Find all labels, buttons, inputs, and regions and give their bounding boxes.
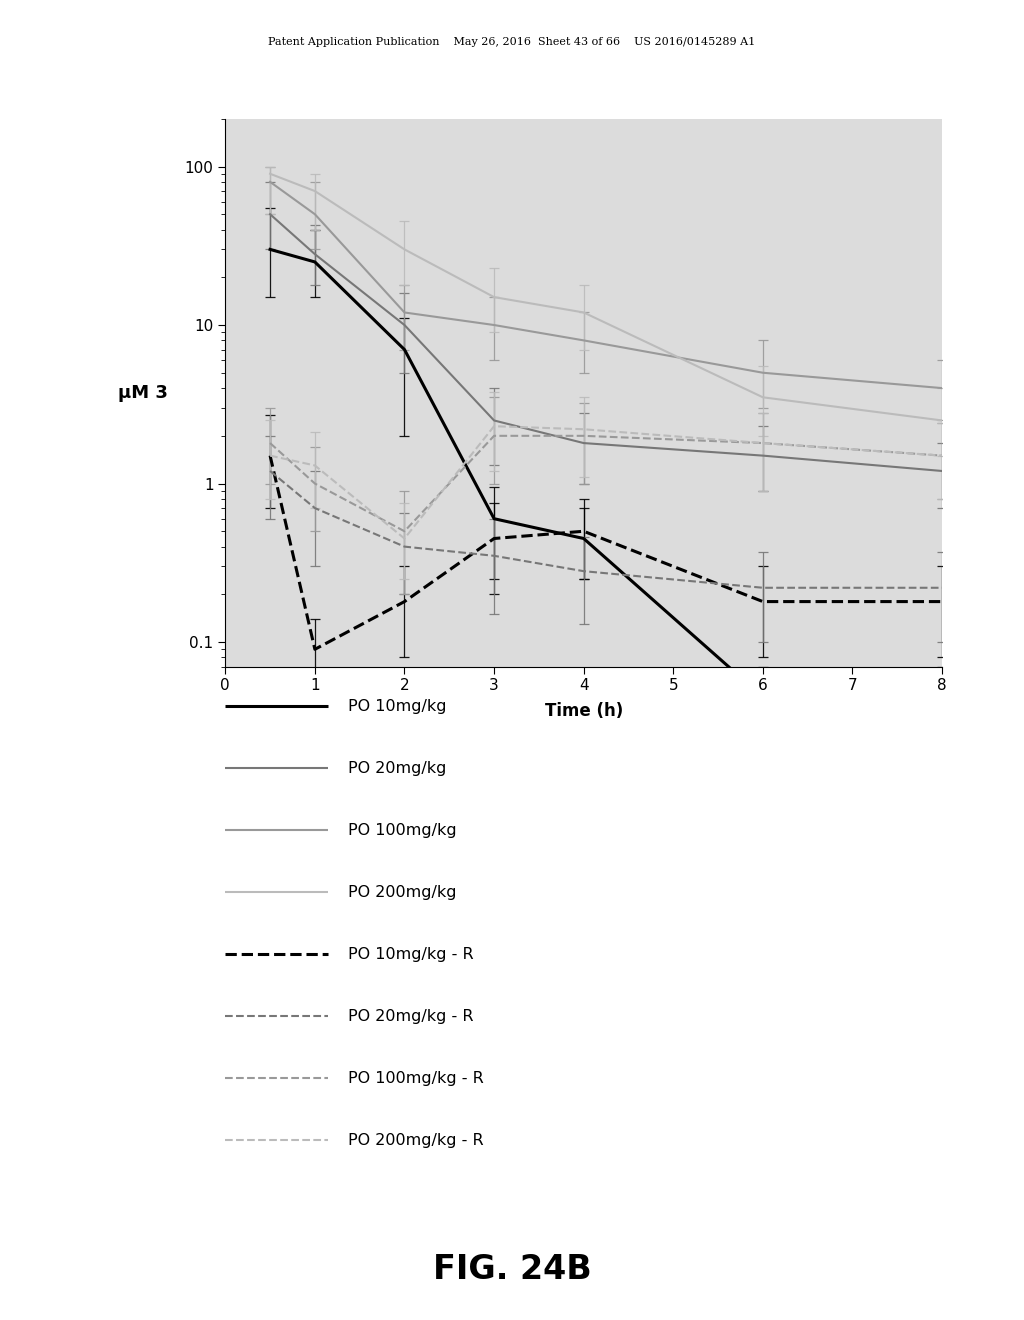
Text: PO 100mg/kg - R: PO 100mg/kg - R [348,1071,484,1086]
Text: PO 200mg/kg - R: PO 200mg/kg - R [348,1133,483,1148]
Text: PO 200mg/kg: PO 200mg/kg [348,884,457,900]
X-axis label: Time (h): Time (h) [545,702,623,719]
Text: PO 20mg/kg: PO 20mg/kg [348,760,446,776]
Text: PO 20mg/kg - R: PO 20mg/kg - R [348,1008,474,1024]
Y-axis label: μM 3: μM 3 [118,384,168,401]
Text: Patent Application Publication    May 26, 2016  Sheet 43 of 66    US 2016/014528: Patent Application Publication May 26, 2… [268,37,756,48]
Text: FIG. 24B: FIG. 24B [432,1254,592,1286]
Text: PO 10mg/kg - R: PO 10mg/kg - R [348,946,474,962]
Text: PO 10mg/kg: PO 10mg/kg [348,698,446,714]
Text: PO 100mg/kg: PO 100mg/kg [348,822,457,838]
